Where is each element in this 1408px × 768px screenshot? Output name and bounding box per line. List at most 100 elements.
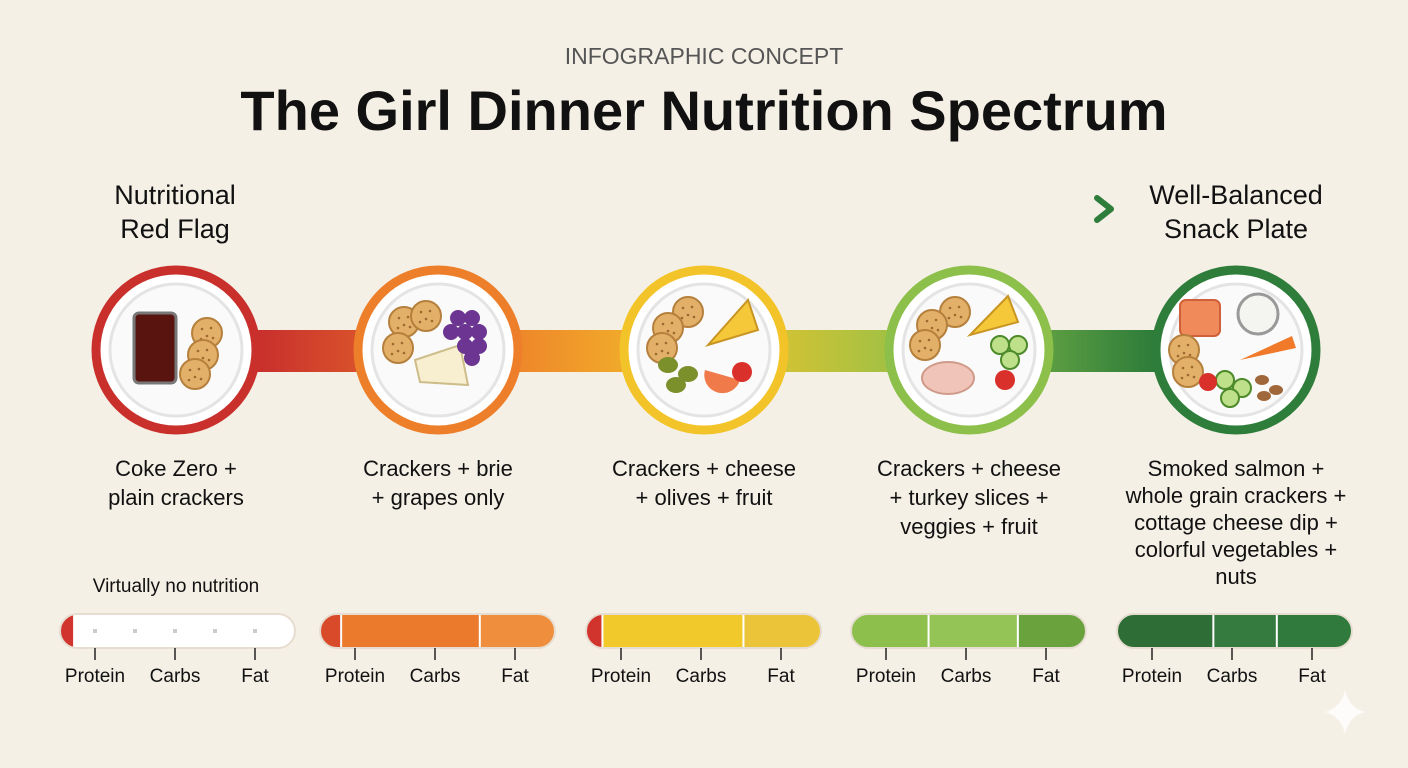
cracker-dot — [930, 326, 934, 330]
bar-label: Carbs — [150, 666, 201, 687]
cheese — [704, 298, 760, 347]
cracker-dot — [211, 336, 215, 340]
description: + grapes only — [372, 485, 505, 510]
cracker-dot — [408, 325, 412, 329]
cracker-dot — [664, 341, 668, 345]
bar-label: Fat — [1032, 666, 1060, 687]
cracker-dot — [948, 306, 952, 310]
cheese — [966, 294, 1020, 337]
olive — [666, 377, 686, 393]
bar-outline — [319, 613, 556, 649]
cracker-dot — [1177, 344, 1181, 348]
description: Crackers + cheese — [612, 456, 796, 481]
bar-label: Carbs — [676, 666, 727, 687]
bar-label: Protein — [1122, 666, 1182, 687]
description: cottage cheese dip + — [1134, 510, 1338, 535]
glass — [132, 311, 178, 385]
bar-label: Fat — [501, 666, 529, 687]
bar-label: Fat — [767, 666, 795, 687]
dot — [173, 629, 177, 633]
cracker-dot — [670, 321, 674, 325]
bar-outline — [1116, 613, 1353, 649]
peach — [704, 370, 740, 394]
description: Coke Zero + — [115, 456, 237, 481]
bar-segment — [743, 614, 821, 648]
food-item — [1151, 265, 1321, 435]
cracker — [382, 332, 414, 364]
cracker-dot — [690, 305, 694, 309]
bar-segment — [1117, 614, 1214, 648]
cracker-dot — [957, 305, 961, 309]
bar-segment — [60, 614, 75, 648]
cracker-dot — [199, 377, 203, 381]
cracker-dot — [196, 349, 200, 353]
description: Crackers + brie — [363, 456, 513, 481]
cracker-dot — [680, 316, 684, 320]
macro-bar — [851, 614, 1086, 648]
grape — [464, 350, 480, 366]
grape — [471, 324, 487, 340]
bar-segment — [1213, 614, 1277, 648]
cracker — [179, 358, 211, 390]
end-label: Snack Plate — [1164, 214, 1308, 244]
grape — [450, 310, 466, 326]
bar-segment — [479, 614, 555, 648]
cracker-dot — [188, 368, 192, 372]
description: Crackers + cheese — [877, 456, 1061, 481]
cracker-dot — [418, 320, 422, 324]
food-item — [619, 265, 789, 435]
description: colorful vegetables + — [1135, 537, 1337, 562]
bar-label: Protein — [65, 666, 125, 687]
carrot — [1240, 336, 1296, 360]
title: The Girl Dinner Nutrition Spectrum — [240, 79, 1167, 142]
bar-label: Protein — [325, 666, 385, 687]
strawberry — [732, 362, 752, 382]
cracker-dot — [672, 331, 676, 335]
bar-label: Fat — [241, 666, 269, 687]
bar-segment — [1017, 614, 1086, 648]
olive — [678, 366, 698, 382]
cracker-dot — [936, 328, 940, 332]
cracker — [909, 329, 941, 361]
cracker-dot — [396, 326, 400, 330]
start-label: Red Flag — [120, 214, 230, 244]
strawberry — [995, 370, 1015, 390]
food-item — [884, 265, 1054, 435]
kicker: INFOGRAPHIC CONCEPT — [565, 43, 844, 69]
cracker-dot — [430, 319, 434, 323]
bar-segment — [586, 614, 603, 648]
bar-label: Carbs — [410, 666, 461, 687]
cracker-dot — [396, 349, 400, 353]
bar-label: Carbs — [941, 666, 992, 687]
cracker-dot — [925, 319, 929, 323]
end-label: Well-Balanced — [1149, 180, 1323, 210]
dot — [93, 629, 97, 633]
dot — [133, 629, 137, 633]
cracker-dot — [917, 349, 921, 353]
description: whole grain crackers + — [1125, 483, 1347, 508]
cucumber — [1215, 370, 1235, 390]
description: Smoked salmon + — [1148, 456, 1325, 481]
cracker-dot — [686, 313, 690, 317]
nut — [1269, 385, 1283, 395]
cracker-dot — [1182, 351, 1186, 355]
cracker-dot — [959, 315, 963, 319]
food-item — [353, 265, 523, 435]
cracker-dot — [661, 322, 665, 326]
macro-bar — [60, 614, 295, 648]
cracker-dot — [205, 348, 209, 352]
cracker-dot — [193, 375, 197, 379]
macro-bar — [1117, 614, 1352, 648]
cracker-dot — [918, 339, 922, 343]
cracker-dot — [207, 358, 211, 362]
bar-label: Protein — [856, 666, 916, 687]
tomato — [1199, 373, 1217, 391]
cracker — [1172, 356, 1204, 388]
cracker-dot — [1192, 375, 1196, 379]
cracker-dot — [201, 356, 205, 360]
cucumber — [1000, 350, 1020, 370]
cracker-dot — [1181, 366, 1185, 370]
cracker-dot — [390, 352, 394, 356]
cracker-dot — [929, 348, 933, 352]
